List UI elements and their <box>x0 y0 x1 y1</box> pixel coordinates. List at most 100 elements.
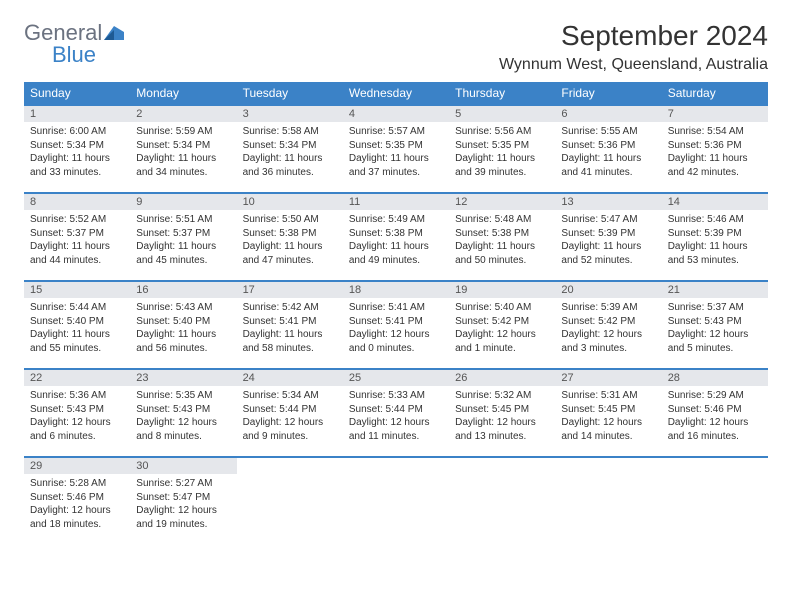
day-cell: 18Sunrise: 5:41 AMSunset: 5:41 PMDayligh… <box>343 281 449 369</box>
day-number: 17 <box>237 282 343 298</box>
daylight-text: Daylight: 12 hours <box>561 328 655 342</box>
daylight-text: Daylight: 11 hours <box>455 240 549 254</box>
day-body: Sunrise: 5:46 AMSunset: 5:39 PMDaylight:… <box>662 210 768 270</box>
sunset-text: Sunset: 5:40 PM <box>136 315 230 329</box>
sunrise-text: Sunrise: 5:41 AM <box>349 301 443 315</box>
daylight-text: and 41 minutes. <box>561 166 655 180</box>
day-cell: 11Sunrise: 5:49 AMSunset: 5:38 PMDayligh… <box>343 193 449 281</box>
daylight-text: and 58 minutes. <box>243 342 337 356</box>
sunset-text: Sunset: 5:45 PM <box>455 403 549 417</box>
daylight-text: and 33 minutes. <box>30 166 124 180</box>
daylight-text: Daylight: 12 hours <box>136 416 230 430</box>
empty-cell <box>449 457 555 544</box>
day-number: 2 <box>130 106 236 122</box>
daylight-text: Daylight: 11 hours <box>30 328 124 342</box>
day-body: Sunrise: 5:47 AMSunset: 5:39 PMDaylight:… <box>555 210 661 270</box>
day-body: Sunrise: 5:52 AMSunset: 5:37 PMDaylight:… <box>24 210 130 270</box>
daylight-text: and 53 minutes. <box>668 254 762 268</box>
sunrise-text: Sunrise: 5:59 AM <box>136 125 230 139</box>
sunset-text: Sunset: 5:34 PM <box>136 139 230 153</box>
day-cell: 26Sunrise: 5:32 AMSunset: 5:45 PMDayligh… <box>449 369 555 457</box>
daylight-text: and 49 minutes. <box>349 254 443 268</box>
sunrise-text: Sunrise: 5:34 AM <box>243 389 337 403</box>
daylight-text: and 14 minutes. <box>561 430 655 444</box>
day-number: 12 <box>449 194 555 210</box>
day-body: Sunrise: 5:33 AMSunset: 5:44 PMDaylight:… <box>343 386 449 446</box>
sunrise-text: Sunrise: 5:33 AM <box>349 389 443 403</box>
daylight-text: Daylight: 12 hours <box>668 328 762 342</box>
sunrise-text: Sunrise: 5:32 AM <box>455 389 549 403</box>
week-row: 1Sunrise: 6:00 AMSunset: 5:34 PMDaylight… <box>24 105 768 193</box>
day-number: 8 <box>24 194 130 210</box>
day-body: Sunrise: 5:27 AMSunset: 5:47 PMDaylight:… <box>130 474 236 534</box>
sunrise-text: Sunrise: 5:54 AM <box>668 125 762 139</box>
sunset-text: Sunset: 5:36 PM <box>561 139 655 153</box>
daylight-text: Daylight: 11 hours <box>136 152 230 166</box>
sunset-text: Sunset: 5:41 PM <box>243 315 337 329</box>
sunrise-text: Sunrise: 5:28 AM <box>30 477 124 491</box>
daylight-text: Daylight: 11 hours <box>349 240 443 254</box>
sunset-text: Sunset: 5:44 PM <box>349 403 443 417</box>
sunset-text: Sunset: 5:39 PM <box>561 227 655 241</box>
daylight-text: and 13 minutes. <box>455 430 549 444</box>
day-number: 18 <box>343 282 449 298</box>
daylight-text: and 9 minutes. <box>243 430 337 444</box>
daylight-text: Daylight: 11 hours <box>561 240 655 254</box>
day-body: Sunrise: 5:42 AMSunset: 5:41 PMDaylight:… <box>237 298 343 358</box>
daylight-text: Daylight: 12 hours <box>136 504 230 518</box>
day-header-monday: Monday <box>130 82 236 105</box>
daylight-text: Daylight: 11 hours <box>668 240 762 254</box>
day-number: 6 <box>555 106 661 122</box>
sunrise-text: Sunrise: 5:48 AM <box>455 213 549 227</box>
daylight-text: and 3 minutes. <box>561 342 655 356</box>
day-body: Sunrise: 5:39 AMSunset: 5:42 PMDaylight:… <box>555 298 661 358</box>
day-body: Sunrise: 5:41 AMSunset: 5:41 PMDaylight:… <box>343 298 449 358</box>
sunrise-text: Sunrise: 5:55 AM <box>561 125 655 139</box>
day-body: Sunrise: 5:40 AMSunset: 5:42 PMDaylight:… <box>449 298 555 358</box>
daylight-text: Daylight: 11 hours <box>243 328 337 342</box>
day-number: 10 <box>237 194 343 210</box>
daylight-text: and 52 minutes. <box>561 254 655 268</box>
day-header-wednesday: Wednesday <box>343 82 449 105</box>
day-number: 23 <box>130 370 236 386</box>
header: General Blue September 2024 Wynnum West,… <box>24 20 768 74</box>
sunset-text: Sunset: 5:37 PM <box>136 227 230 241</box>
daylight-text: Daylight: 11 hours <box>561 152 655 166</box>
week-row: 22Sunrise: 5:36 AMSunset: 5:43 PMDayligh… <box>24 369 768 457</box>
daylight-text: Daylight: 12 hours <box>349 416 443 430</box>
sunrise-text: Sunrise: 5:35 AM <box>136 389 230 403</box>
daylight-text: Daylight: 12 hours <box>455 328 549 342</box>
sunset-text: Sunset: 5:42 PM <box>561 315 655 329</box>
month-title: September 2024 <box>499 20 768 52</box>
day-body: Sunrise: 5:54 AMSunset: 5:36 PMDaylight:… <box>662 122 768 182</box>
sunrise-text: Sunrise: 5:42 AM <box>243 301 337 315</box>
sunrise-text: Sunrise: 5:56 AM <box>455 125 549 139</box>
daylight-text: and 1 minute. <box>455 342 549 356</box>
day-body: Sunrise: 5:56 AMSunset: 5:35 PMDaylight:… <box>449 122 555 182</box>
day-cell: 7Sunrise: 5:54 AMSunset: 5:36 PMDaylight… <box>662 105 768 193</box>
day-number: 22 <box>24 370 130 386</box>
daylight-text: and 8 minutes. <box>136 430 230 444</box>
daylight-text: Daylight: 11 hours <box>349 152 443 166</box>
day-number: 20 <box>555 282 661 298</box>
empty-cell <box>555 457 661 544</box>
daylight-text: and 19 minutes. <box>136 518 230 532</box>
daylight-text: Daylight: 12 hours <box>243 416 337 430</box>
daylight-text: and 45 minutes. <box>136 254 230 268</box>
sunset-text: Sunset: 5:43 PM <box>30 403 124 417</box>
day-header-friday: Friday <box>555 82 661 105</box>
daylight-text: Daylight: 11 hours <box>455 152 549 166</box>
day-cell: 17Sunrise: 5:42 AMSunset: 5:41 PMDayligh… <box>237 281 343 369</box>
sunrise-text: Sunrise: 5:27 AM <box>136 477 230 491</box>
day-body: Sunrise: 5:59 AMSunset: 5:34 PMDaylight:… <box>130 122 236 182</box>
daylight-text: and 39 minutes. <box>455 166 549 180</box>
day-number: 27 <box>555 370 661 386</box>
daylight-text: and 6 minutes. <box>30 430 124 444</box>
daylight-text: Daylight: 11 hours <box>668 152 762 166</box>
daylight-text: Daylight: 11 hours <box>243 240 337 254</box>
day-header-row: SundayMondayTuesdayWednesdayThursdayFrid… <box>24 82 768 105</box>
sunset-text: Sunset: 5:38 PM <box>349 227 443 241</box>
day-body: Sunrise: 5:31 AMSunset: 5:45 PMDaylight:… <box>555 386 661 446</box>
logo-flag-icon <box>104 20 124 34</box>
day-number: 30 <box>130 458 236 474</box>
